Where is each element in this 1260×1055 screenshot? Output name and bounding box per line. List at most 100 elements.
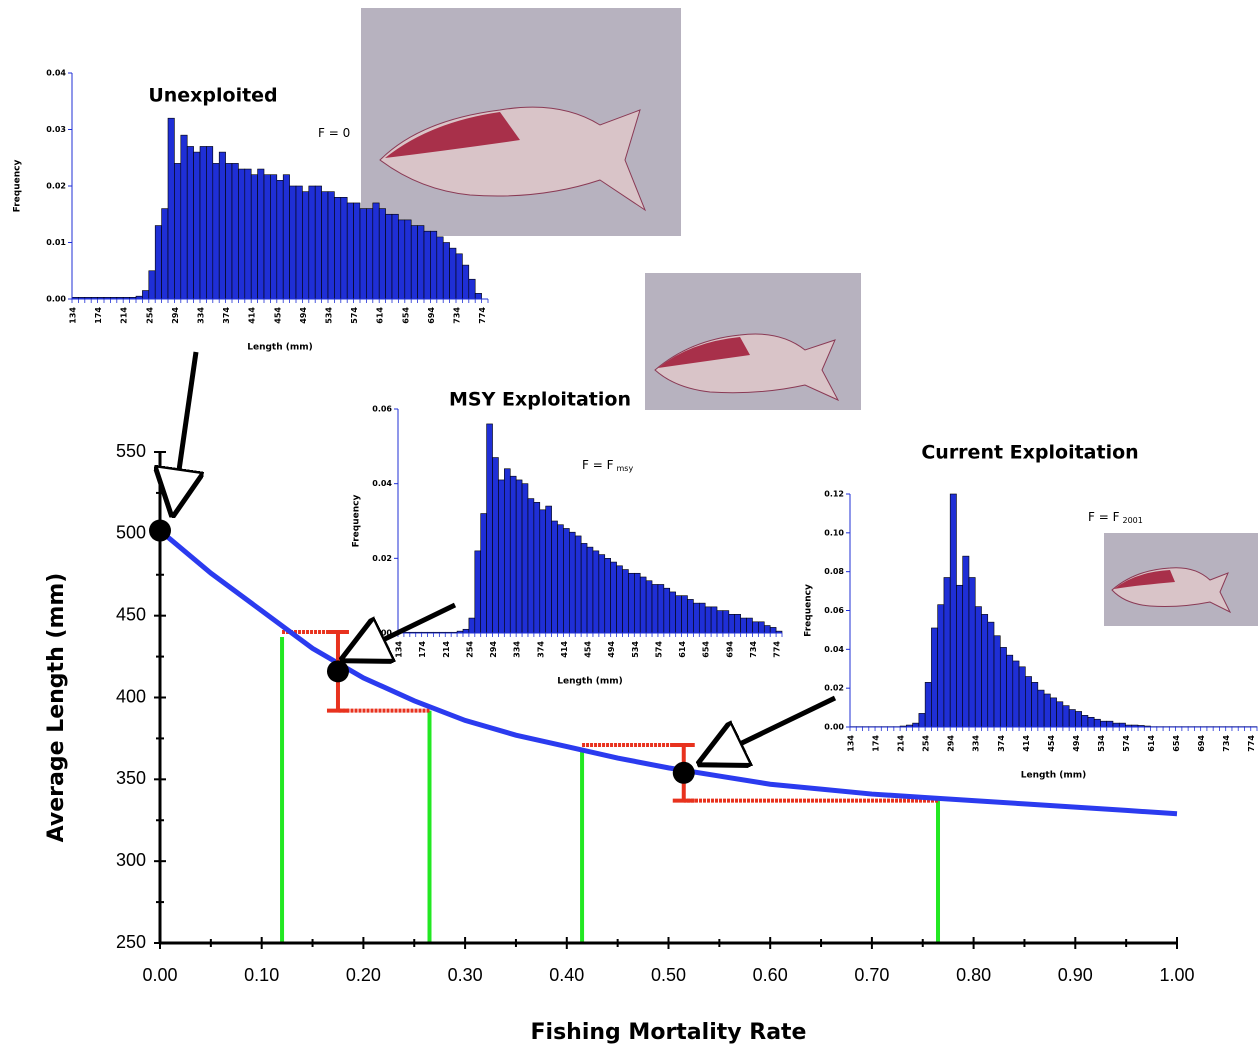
x-tick-label: 734 [1222,735,1231,752]
curve [158,528,1178,817]
x-tick-label: 214 [442,641,451,658]
bar [289,185,297,300]
x-tick-label: 694 [427,307,436,324]
x-tick-label: 454 [1047,735,1056,752]
bar [174,163,182,300]
x-tick-label: 214 [120,307,129,324]
bar [1081,715,1089,728]
bar [455,253,463,300]
x-tick-label: 174 [418,641,427,658]
bar [449,247,457,300]
bar [539,509,546,634]
x-tick-label: 134 [847,735,856,752]
y-tick-label: 0.02 [824,684,844,693]
bar [663,587,671,634]
bar [574,535,582,634]
x-tick-label: 414 [560,641,569,658]
bar [1118,722,1126,728]
x-tick-label: 694 [1197,735,1206,752]
x-tick-label: 0.40 [549,965,584,985]
bar [1106,720,1114,728]
y-tick-label: 0.06 [824,606,844,615]
bar [308,185,316,300]
bar [1025,676,1032,728]
bar [1050,697,1057,728]
y-tick-label: 450 [116,604,146,624]
bar [710,606,718,634]
x-tick-label: 694 [725,641,734,658]
x-tick-label: 614 [376,307,385,324]
x-tick-label: 374 [536,641,545,658]
fish-photo [1104,533,1258,626]
bar [423,230,431,300]
bar [161,208,169,300]
bar [206,146,214,300]
bar [504,468,511,634]
bar [521,483,529,634]
bar [359,208,367,300]
x-tick-label: 774 [1247,735,1256,752]
bar [486,423,493,634]
bar [924,682,932,728]
x-tick-label: 0.10 [244,965,279,985]
bar [937,604,945,728]
bar [956,584,964,728]
bar [962,555,970,728]
x-tick-label: 334 [513,641,522,658]
bar [199,146,207,300]
bar [551,520,558,634]
bar [1006,654,1014,728]
y-tick-label: 0.04 [372,479,392,488]
bar [282,174,290,300]
bar [340,197,348,300]
x-tick-label: 494 [299,307,308,324]
bar [372,202,380,300]
bar [385,213,393,300]
x-tick-label: 614 [678,641,687,658]
x-tick-label: 174 [94,307,103,324]
bar [263,174,271,300]
bar [257,168,265,300]
point [149,519,171,542]
x-tick-label: 774 [478,307,487,324]
bar [557,524,564,634]
y-axis-label: Frequency [13,160,23,213]
bar [509,475,517,634]
bar [918,713,926,728]
bar [1075,711,1082,728]
y-axis-label: Average Length (mm) [44,573,69,843]
bar [746,617,753,634]
bar [154,225,162,300]
x-tick-label: 254 [145,307,154,324]
bar [1012,660,1020,728]
x-tick-label: 134 [69,307,78,324]
x-tick-label: 374 [997,735,1006,752]
bar [912,722,920,728]
bar [1068,709,1076,728]
bar [430,230,438,300]
x-tick-label: 494 [607,641,616,658]
x-tick-label: 334 [197,307,206,324]
point [672,761,695,784]
bar [468,617,476,634]
y-tick-label: 350 [116,768,146,788]
x-tick-label: 174 [872,735,881,752]
y-tick-label: 0.08 [824,567,844,576]
bar [769,627,777,634]
x-tick-label: 0.60 [753,965,788,985]
bar [193,151,201,300]
bar [586,546,594,634]
bar [580,543,588,634]
x-tick-label: 454 [584,641,593,658]
bar [378,208,386,300]
bar [436,236,444,300]
bar [404,219,412,300]
bar [949,493,957,728]
bar [1043,693,1051,728]
bar [669,591,676,634]
pointer-arrows [175,351,837,756]
bar [180,134,188,300]
annotation-text: F = F [1088,510,1120,524]
inset-title: MSY Exploitation [449,389,631,411]
bar [981,614,989,728]
